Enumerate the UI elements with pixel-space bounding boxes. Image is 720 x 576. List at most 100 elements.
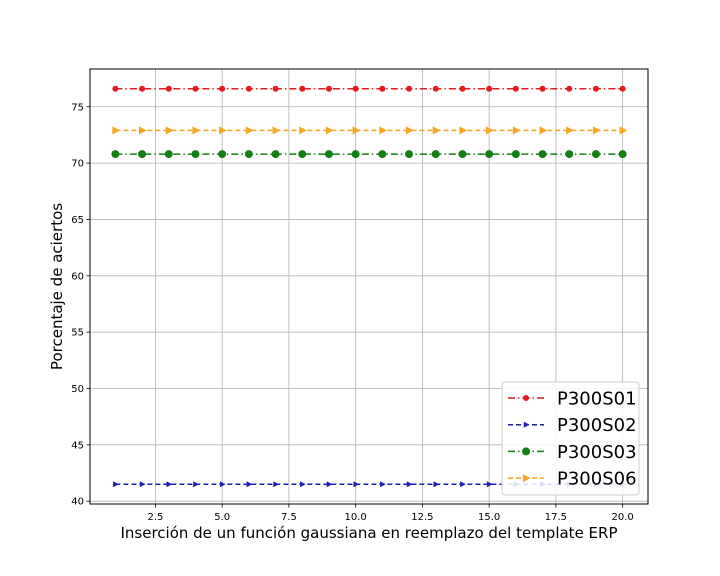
data-point bbox=[193, 481, 199, 488]
x-tick-label: 20.0 bbox=[612, 512, 634, 523]
data-point bbox=[192, 85, 199, 92]
data-point bbox=[165, 85, 172, 92]
data-point bbox=[378, 150, 387, 159]
series-p300s06 bbox=[112, 126, 628, 135]
data-point bbox=[379, 126, 388, 135]
y-tick-label: 65 bbox=[71, 215, 84, 226]
series-p300s03 bbox=[111, 150, 627, 159]
data-point bbox=[566, 126, 574, 135]
data-point bbox=[138, 150, 147, 159]
y-tick-label: 70 bbox=[71, 159, 84, 170]
data-point bbox=[486, 126, 494, 135]
legend-entry-p300s03: P300S03 bbox=[508, 442, 637, 463]
data-point bbox=[432, 85, 439, 92]
plot-frame bbox=[89, 68, 649, 505]
legend-marker bbox=[523, 395, 529, 401]
data-point bbox=[165, 126, 174, 135]
x-tick-label: 7.5 bbox=[281, 512, 297, 523]
data-point bbox=[245, 126, 254, 135]
data-point bbox=[112, 126, 121, 135]
y-tick-label: 55 bbox=[71, 328, 84, 339]
legend-box bbox=[501, 381, 640, 496]
data-point bbox=[511, 150, 520, 159]
ticks: 2.5 5.0 7.5 10.0 12.5 15.0 17.5 20.0 40 45 50 55 60 6… bbox=[71, 102, 634, 523]
data-point bbox=[272, 85, 279, 92]
data-point bbox=[325, 85, 332, 92]
data-point bbox=[539, 126, 548, 135]
data-point bbox=[112, 85, 119, 92]
data-point bbox=[325, 126, 334, 135]
data-point bbox=[271, 150, 280, 159]
legend-marker bbox=[522, 447, 530, 456]
data-point bbox=[512, 126, 521, 135]
data-point bbox=[299, 85, 306, 92]
data-point bbox=[618, 150, 627, 159]
data-point bbox=[244, 150, 253, 159]
data-point bbox=[166, 481, 173, 488]
data-point bbox=[486, 481, 493, 488]
data-point bbox=[326, 481, 333, 488]
data-point bbox=[111, 150, 120, 159]
data-point bbox=[245, 85, 252, 92]
data-point bbox=[324, 150, 333, 159]
data-point bbox=[192, 126, 201, 135]
x-tick-label: 12.5 bbox=[411, 512, 433, 523]
x-axis-label: Inserción de un función gaussiana en ree… bbox=[120, 524, 617, 542]
data-point bbox=[191, 150, 200, 159]
data-point bbox=[486, 85, 493, 92]
legend-label: P300S06 bbox=[557, 469, 637, 490]
data-point bbox=[246, 481, 253, 488]
data-point bbox=[351, 150, 360, 159]
data-point bbox=[139, 481, 146, 488]
data-point bbox=[592, 85, 599, 92]
data-point bbox=[619, 126, 628, 135]
legend-label: P300S01 bbox=[557, 389, 637, 410]
data-point bbox=[352, 85, 359, 92]
data-point bbox=[219, 481, 226, 488]
data-point bbox=[405, 150, 414, 159]
data-point bbox=[113, 481, 119, 488]
x-tick-label: 10.0 bbox=[345, 512, 367, 523]
data-point bbox=[406, 85, 413, 92]
legend-marker bbox=[523, 421, 530, 428]
data-point bbox=[405, 126, 414, 135]
data-point bbox=[485, 150, 494, 159]
data-point bbox=[460, 481, 466, 488]
data-point bbox=[433, 481, 440, 488]
data-point bbox=[538, 150, 547, 159]
data-point bbox=[139, 126, 147, 135]
data-point bbox=[431, 150, 440, 159]
data-point bbox=[459, 126, 468, 135]
y-axis-label: Porcentaje de aciertos bbox=[48, 203, 66, 370]
series-group bbox=[111, 85, 628, 488]
legend-entry-p300s02: P300S02 bbox=[508, 415, 637, 436]
data-point bbox=[406, 481, 413, 488]
data-point bbox=[298, 150, 307, 159]
data-point bbox=[273, 481, 280, 488]
data-point bbox=[219, 85, 226, 92]
data-point bbox=[299, 126, 307, 135]
data-point bbox=[512, 85, 519, 92]
y-tick-label: 50 bbox=[71, 384, 84, 395]
data-point bbox=[539, 85, 546, 92]
data-point bbox=[164, 150, 173, 159]
data-point bbox=[353, 481, 360, 488]
legend-marker bbox=[522, 474, 531, 483]
data-point bbox=[139, 85, 146, 92]
x-tick-label: 2.5 bbox=[147, 512, 163, 523]
data-point bbox=[565, 150, 574, 159]
y-tick-label: 45 bbox=[71, 440, 84, 451]
data-point bbox=[380, 481, 386, 488]
data-point bbox=[432, 126, 441, 135]
data-point bbox=[592, 126, 601, 135]
x-tick-label: 17.5 bbox=[545, 512, 567, 523]
series-p300s01 bbox=[112, 85, 626, 92]
data-point bbox=[458, 150, 467, 159]
data-point bbox=[459, 85, 466, 92]
legend: P300S01 P300S02 P300S03 P300S06 bbox=[501, 381, 640, 496]
y-tick-label: 60 bbox=[71, 271, 84, 282]
x-tick-label: 15.0 bbox=[478, 512, 500, 523]
data-point bbox=[591, 150, 600, 159]
data-point bbox=[272, 126, 281, 135]
